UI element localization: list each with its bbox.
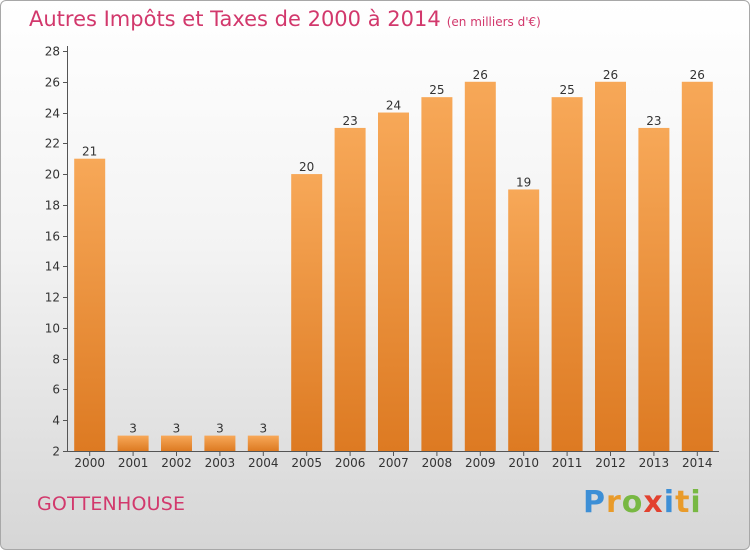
data-label: 25 — [429, 83, 444, 97]
proxiti-logo: Proxiti — [583, 485, 702, 520]
y-tick-label: 12 — [45, 291, 60, 305]
bar — [334, 127, 366, 451]
logo-letter: t — [675, 485, 691, 520]
bar — [378, 112, 409, 452]
bar — [464, 81, 496, 452]
bar — [74, 158, 106, 451]
bar — [595, 81, 626, 452]
y-tick-label: 26 — [45, 76, 60, 90]
y-tick-label: 6 — [52, 383, 60, 397]
data-label: 25 — [559, 83, 574, 97]
bar — [421, 97, 453, 452]
chart-unit: (en milliers d'€) — [446, 15, 541, 29]
y-tick-label: 2 — [52, 445, 60, 459]
x-tick-label: 2013 — [639, 456, 670, 470]
data-label: 26 — [603, 68, 618, 82]
x-tick-label: 2003 — [205, 456, 236, 470]
bar — [291, 174, 323, 452]
data-label: 3 — [129, 422, 137, 436]
x-tick-label: 2000 — [74, 456, 105, 470]
data-label: 26 — [473, 68, 488, 82]
logo-letter: x — [643, 485, 664, 520]
x-tick-label: 2004 — [248, 456, 279, 470]
data-label: 20 — [299, 160, 314, 174]
bar — [161, 435, 192, 451]
bars — [74, 81, 713, 452]
x-tick-label: 2014 — [682, 456, 713, 470]
logo-letter: P — [583, 485, 606, 520]
y-tick-label: 20 — [45, 168, 60, 182]
logo-letter: i — [663, 485, 676, 520]
chart-title-text: Autres Impôts et Taxes de 2000 à 2014 — [29, 7, 441, 31]
x-tick-label: 2007 — [378, 456, 409, 470]
x-tick-label: 2010 — [508, 456, 539, 470]
y-tick-label: 16 — [45, 230, 60, 244]
bar — [638, 127, 670, 451]
x-tick-label: 2008 — [422, 456, 453, 470]
bar — [117, 435, 149, 451]
logo-letter: i — [690, 485, 702, 520]
y-tick-label: 22 — [45, 137, 60, 151]
data-label: 24 — [386, 99, 401, 113]
bar — [681, 81, 713, 452]
data-label: 3 — [259, 422, 267, 436]
logo-letter: o — [621, 485, 644, 520]
y-tick-label: 8 — [52, 353, 60, 367]
y-tick-label: 28 — [45, 45, 60, 59]
chart-title: Autres Impôts et Taxes de 2000 à 2014 (en… — [29, 7, 541, 31]
data-label: 3 — [173, 422, 181, 436]
data-label: 3 — [216, 422, 224, 436]
data-label: 23 — [342, 114, 357, 128]
x-tick-label: 2005 — [291, 456, 322, 470]
y-tick-label: 24 — [45, 107, 60, 121]
y-tick-label: 14 — [45, 260, 60, 274]
bar — [508, 189, 540, 451]
logo-letter: r — [606, 485, 622, 520]
y-tick-label: 10 — [45, 322, 60, 336]
data-label: 21 — [82, 145, 97, 159]
data-label: 23 — [646, 114, 661, 128]
place-name: GOTTENHOUSE — [37, 493, 186, 515]
data-label: 19 — [516, 175, 531, 189]
x-tick-label: 2011 — [552, 456, 583, 470]
x-tick-label: 2002 — [161, 456, 192, 470]
y-tick-label: 4 — [52, 414, 60, 428]
x-tick-label: 2001 — [118, 456, 149, 470]
bar — [551, 97, 583, 452]
labels: 21 2000 3 2001 3 2002 3 2003 3 2004 20 2005 23 2006 24… — [74, 68, 712, 470]
bar — [204, 435, 236, 451]
data-label: 26 — [690, 68, 705, 82]
x-tick-label: 2009 — [465, 456, 496, 470]
bar — [247, 435, 279, 451]
x-tick-label: 2012 — [595, 456, 626, 470]
y-tick-label: 18 — [45, 199, 60, 213]
x-tick-label: 2006 — [335, 456, 366, 470]
